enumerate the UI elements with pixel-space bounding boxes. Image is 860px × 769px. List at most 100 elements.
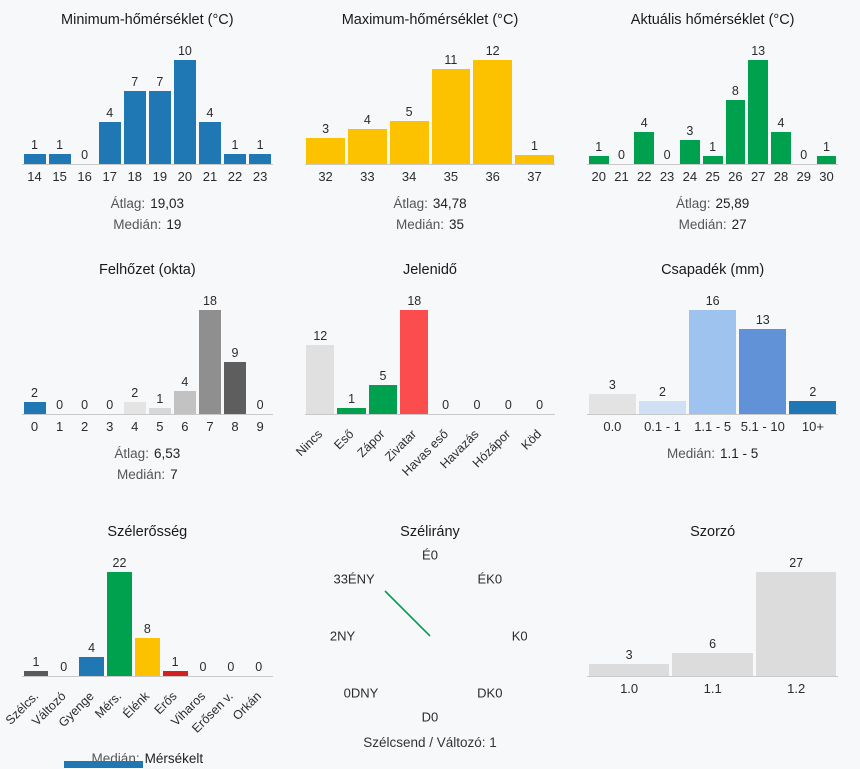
bar-value-label: 4 bbox=[181, 375, 189, 389]
x-axis-label-cell: 9 bbox=[248, 415, 273, 436]
bar-cell: 4 bbox=[346, 113, 388, 164]
chart-minimum-temperature: Minimum-hőmérséklet (°C) 1 1 0 4 7 7 10 4 1 1 14 15… bbox=[6, 4, 289, 254]
bar bbox=[816, 156, 837, 164]
bar-value-label: 5 bbox=[379, 369, 387, 383]
x-axis-label: 20 bbox=[591, 169, 606, 184]
stat-value: 27 bbox=[731, 217, 747, 232]
bar bbox=[748, 60, 769, 164]
bar-value-label: 1 bbox=[156, 392, 164, 406]
x-axis-label-cell: 20 bbox=[587, 165, 610, 186]
bar-cell: 5 bbox=[367, 369, 398, 414]
x-axis-label: 1 bbox=[55, 419, 64, 434]
x-axis-label-cell: 10+ bbox=[788, 415, 838, 436]
bar-value-label: 7 bbox=[156, 75, 164, 89]
bar-value-label: 18 bbox=[407, 294, 422, 308]
x-axis-label: 22 bbox=[227, 169, 243, 184]
stat-label: Medián: bbox=[667, 446, 716, 461]
bar-cell: 4 bbox=[78, 641, 106, 676]
bar-value-label: 0 bbox=[536, 398, 544, 412]
bar-value-label: 0 bbox=[199, 660, 207, 674]
bar bbox=[638, 401, 687, 414]
cropped-next-chart-bar bbox=[64, 761, 143, 768]
x-axis-label: 0.1 - 1 bbox=[644, 419, 681, 434]
x-axis-label-cell: 5 bbox=[147, 415, 172, 436]
bar-cell: 0 bbox=[461, 398, 492, 414]
bar-value-label: 0 bbox=[256, 398, 264, 412]
bar bbox=[739, 329, 787, 414]
bar-value-label: 0 bbox=[442, 398, 450, 412]
bar-cell: 1 bbox=[147, 392, 172, 414]
bar-value-label: 16 bbox=[705, 294, 720, 308]
stat-line: Medián: Mérsékelt bbox=[22, 748, 273, 769]
x-axis-label-cell: 3 bbox=[97, 415, 122, 436]
bar-value-label: 11 bbox=[444, 53, 458, 67]
bar bbox=[337, 408, 366, 414]
bar bbox=[306, 138, 345, 164]
x-axis-label-cell: 27 bbox=[747, 165, 770, 186]
chart-title: Aktuális hőmérséklet (°C) bbox=[630, 12, 795, 28]
bar-cell: 13 bbox=[738, 313, 788, 414]
bar bbox=[249, 154, 272, 164]
x-axis-label: 21 bbox=[614, 169, 629, 184]
x-axis-label-cell: 22 bbox=[633, 165, 656, 186]
x-axis-label-cell: 24 bbox=[678, 165, 701, 186]
bar-value-label: 0 bbox=[106, 398, 114, 412]
bar-cell: 10 bbox=[172, 44, 197, 164]
bar-value-label: 0 bbox=[81, 398, 89, 412]
bar-cell: 18 bbox=[197, 294, 222, 414]
x-axis-label-cell: Nincs bbox=[293, 415, 336, 479]
chart-stats: Átlag: 25,89 Medián: 27 bbox=[587, 193, 838, 235]
x-axis-label: 6 bbox=[181, 419, 189, 434]
x-axis-label-cell: 5.1 - 10 bbox=[738, 415, 788, 436]
chart-title: Szorzó bbox=[690, 524, 736, 540]
bar-value-label: 1 bbox=[256, 138, 264, 152]
x-axis-label-cell: 18 bbox=[122, 165, 147, 186]
stat-label: Átlag: bbox=[675, 196, 711, 211]
x-axis-label-cell: 23 bbox=[248, 165, 273, 186]
bar-cell: 0 bbox=[792, 148, 815, 164]
x-axis-label-cell: 0.1 - 1 bbox=[637, 415, 687, 436]
chart-stats: Átlag: 19,03 Medián: 19 bbox=[22, 193, 273, 235]
x-axis-label-cell: 32 bbox=[305, 165, 347, 186]
x-axis-label: 24 bbox=[682, 169, 698, 184]
x-axis-label-cell: 7 bbox=[197, 415, 222, 436]
x-axis-label-cell: 4 bbox=[122, 415, 147, 436]
x-axis-labels: Szélcs. Változó Gyenge Mérs. Élénk Erős Viharo… bbox=[2, 677, 273, 741]
bar-value-label: 2 bbox=[31, 386, 38, 400]
x-axis-label: 0.0 bbox=[603, 419, 622, 434]
bar-cell: 2 bbox=[122, 386, 147, 414]
x-axis-label: 5 bbox=[156, 419, 164, 434]
chart-title: Jelenidő bbox=[402, 262, 457, 278]
bar-plot: 12 1 5 18 0 0 0 0 bbox=[304, 285, 556, 415]
bar bbox=[755, 572, 837, 676]
bar-value-label: 1 bbox=[348, 392, 356, 406]
stat-label: Medián: bbox=[678, 217, 727, 232]
x-axis-label: 30 bbox=[819, 169, 834, 184]
bar-cell: 4 bbox=[197, 106, 222, 164]
bar-cell: 8 bbox=[724, 84, 747, 164]
bar-value-label: 0 bbox=[663, 148, 671, 162]
x-axis-label-cell: 23 bbox=[656, 165, 679, 186]
x-axis-label-cell: 0.0 bbox=[587, 415, 637, 436]
bar-cell: 0 bbox=[430, 398, 461, 414]
bar-value-label: 1 bbox=[709, 140, 717, 154]
bar-cell: 0 bbox=[72, 398, 97, 414]
bar-value-label: 0 bbox=[618, 148, 625, 162]
bar bbox=[389, 121, 429, 164]
bar bbox=[789, 401, 837, 414]
chart-title: Maximum-hőmérséklet (°C) bbox=[341, 12, 519, 28]
stat-value: 6,53 bbox=[153, 446, 181, 461]
bar-cell: 1 bbox=[587, 140, 610, 164]
x-axis-label-cell: 6 bbox=[172, 415, 197, 436]
bar-value-label: 2 bbox=[809, 385, 817, 399]
chart-stats: Medián: Mérsékelt bbox=[22, 748, 273, 769]
bar bbox=[23, 154, 46, 164]
stat-value: 25,89 bbox=[715, 196, 750, 211]
bar-plot: 3 4 5 11 12 1 bbox=[304, 35, 556, 165]
chart-body: 1 0 4 22 8 1 0 0 0 Szélcs. Változó Gyenge Mérs. Élénk… bbox=[2, 547, 273, 769]
bar-plot: 1 0 4 0 3 1 8 13 4 0 1 bbox=[587, 35, 838, 165]
bar-cell: 3 bbox=[678, 124, 701, 164]
x-axis-label: 7 bbox=[206, 419, 214, 434]
bar-value-label: 5 bbox=[405, 105, 413, 119]
x-axis-label-cell: 30 bbox=[815, 165, 838, 186]
